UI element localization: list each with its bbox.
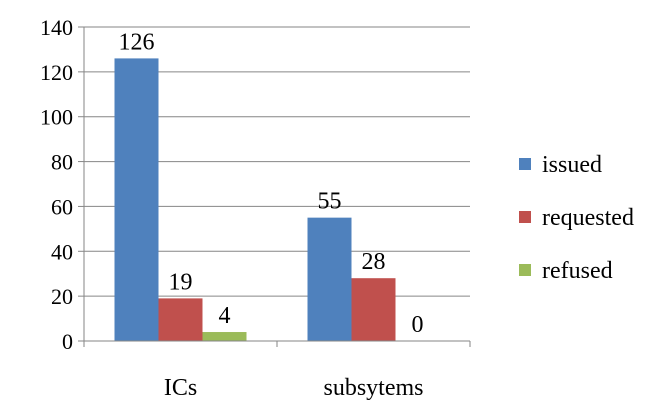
bar-requested-subsytems (351, 278, 396, 341)
data-label-issued-subsytems: 55 (318, 189, 342, 215)
axes (78, 26, 471, 347)
bar-issued-ics (114, 58, 159, 342)
bar-refused-ics (202, 332, 247, 341)
data-label-refused-ics: 4 (219, 303, 231, 329)
y-tick-label: 120 (40, 60, 73, 85)
data-label-requested-subsytems: 28 (362, 249, 386, 275)
data-label-refused-subsytems: 0 (412, 312, 424, 338)
legend-swatch-issued (519, 158, 531, 170)
category-label-ics: ICs (164, 375, 197, 401)
legend-label-requested: requested (542, 205, 634, 231)
y-axis-tick-labels: 0 20 40 60 80 100 120 140 (40, 15, 73, 354)
data-label-requested-ics: 19 (169, 269, 193, 295)
legend-label-issued: issued (542, 152, 602, 178)
legend-swatch-refused (519, 264, 531, 276)
bar-requested-ics (158, 298, 203, 341)
y-tick-label: 60 (51, 194, 73, 219)
category-label-subsytems: subsytems (323, 375, 423, 401)
bars (114, 58, 396, 342)
legend-swatch-requested (519, 211, 531, 223)
data-label-issued-ics: 126 (119, 29, 155, 55)
y-tick-label: 140 (40, 15, 73, 40)
bar-issued-subsytems (307, 217, 352, 341)
legend: issued requested refused (519, 152, 634, 284)
y-tick-label: 100 (40, 105, 73, 130)
legend-label-refused: refused (542, 258, 613, 284)
x-axis-category-labels: ICs subsytems (164, 375, 424, 401)
y-tick-label: 80 (51, 150, 73, 175)
y-tick-label: 0 (62, 329, 73, 354)
y-tick-label: 20 (51, 284, 73, 309)
y-tick-label: 40 (51, 239, 73, 264)
data-labels: 126 19 4 55 28 0 (119, 29, 424, 338)
